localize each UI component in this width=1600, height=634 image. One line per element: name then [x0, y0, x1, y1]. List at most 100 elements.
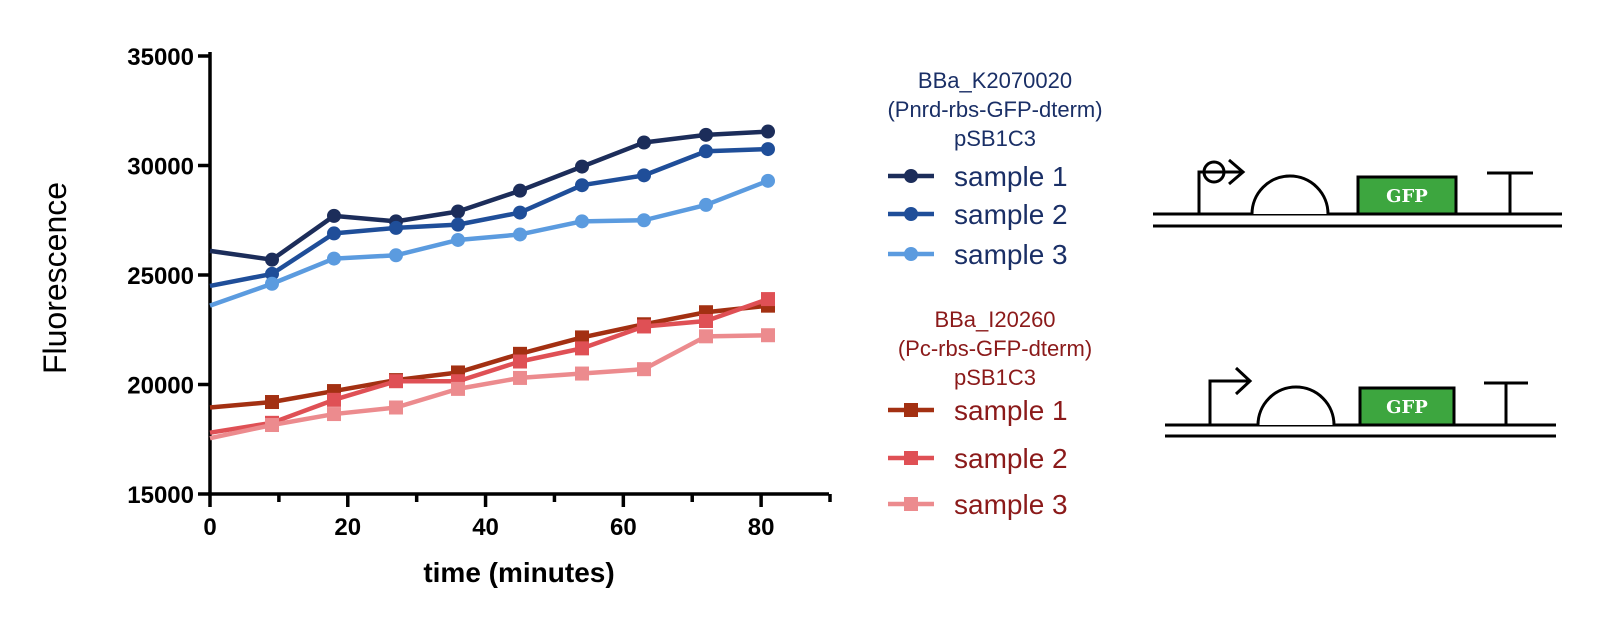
y-ticks: 15000 20000 25000 30000 35000	[127, 44, 210, 509]
y-tick-label: 35000	[127, 44, 194, 71]
data-point	[637, 362, 651, 377]
data-point	[637, 168, 651, 183]
data-point	[761, 173, 775, 188]
series-2-1	[209, 298, 775, 410]
legend-item: sample 1	[888, 161, 1068, 192]
legend-label: sample 2	[954, 443, 1068, 474]
legend-group-title: (Pnrd-rbs-GFP-dterm)	[887, 97, 1102, 122]
series-line	[209, 129, 769, 262]
data-point	[513, 183, 527, 198]
y-tick-label: 15000	[127, 482, 194, 509]
legend-swatch-marker	[904, 247, 918, 261]
data-point	[389, 220, 403, 235]
data-point	[327, 226, 341, 241]
gfp-label: GFP	[1386, 397, 1428, 418]
data-point	[265, 395, 279, 410]
data-point	[451, 204, 465, 219]
line-chart: 15000 20000 25000 30000 35000 0 20 40 60 80 time…	[37, 44, 832, 588]
legend-label: sample 1	[954, 395, 1068, 426]
terminator-icon	[1487, 171, 1533, 214]
data-point	[761, 142, 775, 157]
data-point	[761, 124, 775, 139]
legend-group-title: pSB1C3	[954, 365, 1036, 390]
data-point	[575, 366, 589, 381]
data-point	[575, 341, 589, 356]
x-tick-label: 80	[748, 514, 775, 541]
data-point	[265, 252, 279, 267]
data-point	[265, 266, 279, 281]
legend-label: sample 3	[954, 489, 1068, 520]
data-point	[265, 418, 279, 433]
data-point	[451, 381, 465, 396]
gfp-label: GFP	[1386, 186, 1428, 207]
data-point	[575, 330, 589, 345]
legend-group-title: (Pc-rbs-GFP-dterm)	[898, 336, 1092, 361]
data-point	[513, 205, 527, 220]
legend-group-title: pSB1C3	[954, 126, 1036, 151]
data-point	[761, 328, 775, 343]
data-point	[575, 159, 589, 174]
legend-label: sample 3	[954, 239, 1068, 270]
legend-item: sample 1	[888, 395, 1068, 426]
y-tick-label: 20000	[127, 373, 194, 400]
legend-group-2: BBa_I20260 (Pc-rbs-GFP-dterm) pSB1C3 sample…	[888, 307, 1092, 520]
data-point	[699, 313, 713, 328]
data-point	[451, 232, 465, 247]
legend-label: sample 2	[954, 199, 1068, 230]
x-tick-label: 0	[203, 514, 216, 541]
legend-group-title: BBa_K2070020	[918, 68, 1072, 93]
series-1-1	[209, 124, 775, 267]
series-line	[209, 303, 769, 410]
x-tick-label: 40	[472, 514, 499, 541]
legend-swatch-marker	[904, 451, 918, 465]
series-line	[209, 146, 769, 289]
series-1-3	[209, 173, 775, 308]
legend-item: sample 3	[888, 489, 1068, 520]
data-point	[699, 197, 713, 212]
legend-item: sample 3	[888, 239, 1068, 270]
data-point	[327, 407, 341, 422]
legend-group-title: BBa_I20260	[934, 307, 1055, 332]
data-point	[327, 208, 341, 223]
series-line	[209, 178, 769, 308]
rbs-icon	[1250, 174, 1330, 215]
gfp-gene-box	[1356, 175, 1458, 216]
legend-swatch-marker	[904, 169, 918, 183]
gene-construct-diagram-promoter: GFP	[1165, 366, 1556, 438]
data-point	[699, 127, 713, 142]
data-point	[389, 400, 403, 415]
data-point	[451, 217, 465, 232]
data-point	[513, 370, 527, 385]
legend-swatch-marker	[904, 497, 918, 511]
data-point	[637, 135, 651, 150]
data-point	[327, 251, 341, 266]
data-point	[513, 227, 527, 242]
legend-item: sample 2	[888, 199, 1068, 230]
rbs-icon	[1256, 385, 1336, 426]
x-tick-label: 20	[334, 514, 361, 541]
x-axis-title: time (minutes)	[423, 557, 614, 588]
data-point	[761, 292, 775, 307]
data-point	[513, 354, 527, 369]
data-point	[575, 178, 589, 193]
gfp-gene-box	[1358, 386, 1456, 427]
series-2-3	[209, 328, 775, 441]
series-layer	[209, 124, 775, 441]
series-1-2	[209, 142, 775, 289]
data-point	[389, 374, 403, 389]
gene-construct-diagram-operator: GFP	[1153, 158, 1562, 228]
y-tick-label: 30000	[127, 154, 194, 181]
legend-item: sample 2	[888, 443, 1068, 474]
legend-label: sample 1	[954, 161, 1068, 192]
data-point	[637, 213, 651, 228]
data-point	[389, 248, 403, 263]
terminator-icon	[1484, 381, 1528, 425]
series-line	[209, 296, 769, 435]
promoter-arrow-icon	[1208, 366, 1253, 425]
legend-swatch-marker	[904, 403, 918, 417]
y-axis-title: Fluorescence	[37, 182, 73, 374]
y-tick-label: 25000	[127, 263, 194, 290]
promoter-arrow-icon	[1197, 158, 1246, 214]
data-point	[575, 214, 589, 229]
data-point	[637, 319, 651, 334]
